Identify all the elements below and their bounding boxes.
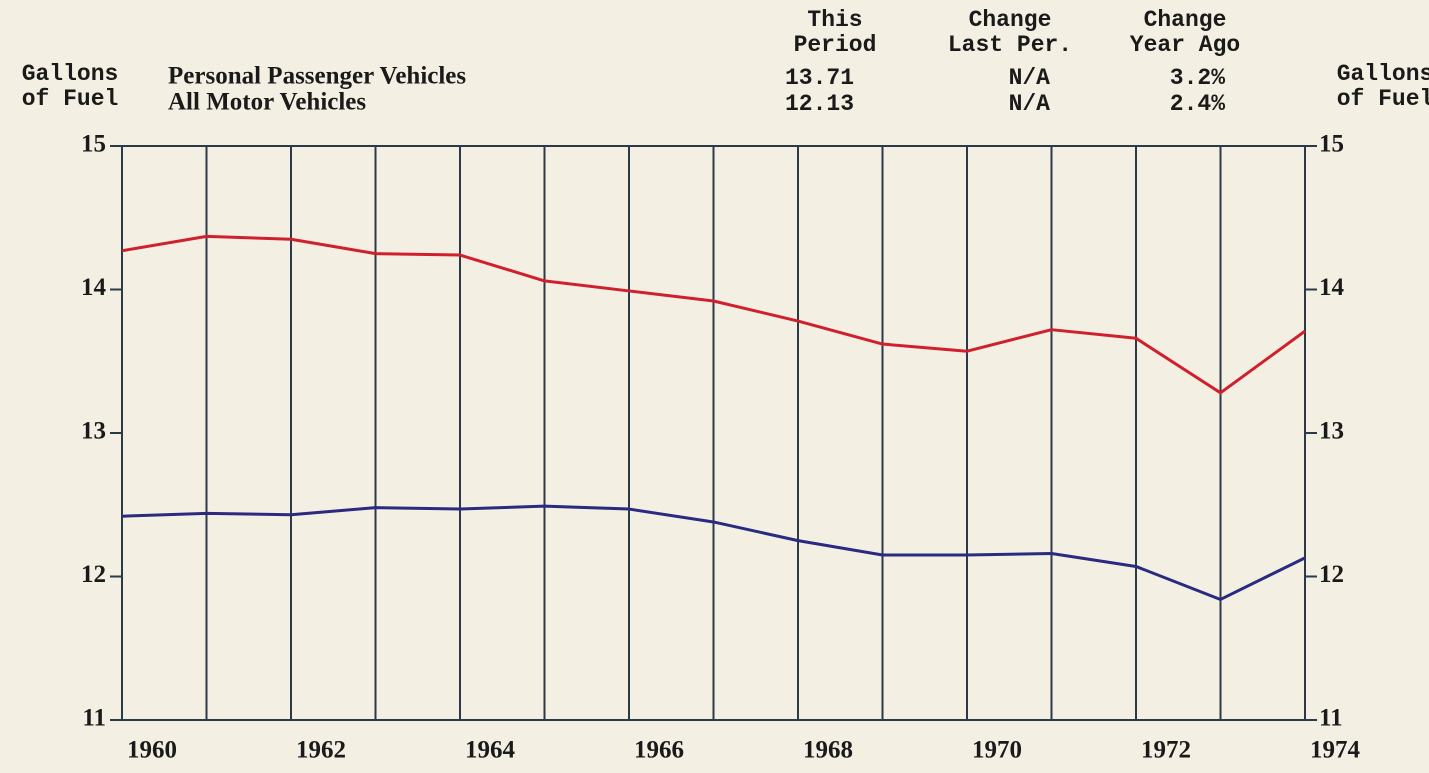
column-header: Change (969, 7, 1052, 33)
stat-value: 13.71 (785, 65, 854, 91)
legend-label: All Motor Vehicles (168, 89, 366, 116)
y-axis-label: of Fuel (22, 86, 119, 112)
stat-value: 12.13 (785, 91, 854, 117)
x-tick-label: 1968 (803, 737, 853, 764)
x-tick-label: 1966 (634, 737, 684, 764)
x-tick-label: 1972 (1141, 737, 1191, 764)
y2-tick-label: 12 (1319, 561, 1344, 588)
legend-label: Personal Passenger Vehicles (168, 63, 466, 90)
y-tick-label: 15 (81, 131, 106, 158)
column-header: Change (1144, 7, 1227, 33)
x-tick-label: 1962 (296, 737, 346, 764)
stat-value: N/A (1009, 91, 1051, 117)
y-tick-label: 13 (81, 418, 106, 445)
y-tick-label: 11 (82, 705, 106, 732)
data-line (121, 504, 1306, 601)
x-tick-label: 1960 (127, 737, 177, 764)
column-header: Year Ago (1130, 32, 1240, 58)
x-tick-label: 1974 (1310, 737, 1361, 764)
y2-axis-label: Gallons (1337, 61, 1429, 87)
stat-value: N/A (1009, 65, 1051, 91)
y-axis-label: Gallons (22, 61, 119, 87)
x-tick-label: 1964 (465, 737, 516, 764)
column-header: Last Per. (948, 32, 1072, 58)
column-header: Period (794, 32, 877, 58)
stat-value: 2.4% (1170, 91, 1225, 117)
y2-tick-label: 15 (1319, 131, 1344, 158)
column-header: This (807, 7, 862, 33)
y-tick-label: 14 (81, 274, 107, 301)
x-tick-label: 1970 (972, 737, 1022, 764)
stat-value: 3.2% (1170, 65, 1225, 91)
y2-tick-label: 13 (1319, 418, 1344, 445)
y2-tick-label: 11 (1319, 705, 1343, 732)
data-line (121, 234, 1306, 395)
y2-tick-label: 14 (1319, 274, 1345, 301)
y-tick-label: 12 (81, 561, 106, 588)
y2-axis-label: of Fuel (1337, 86, 1429, 112)
